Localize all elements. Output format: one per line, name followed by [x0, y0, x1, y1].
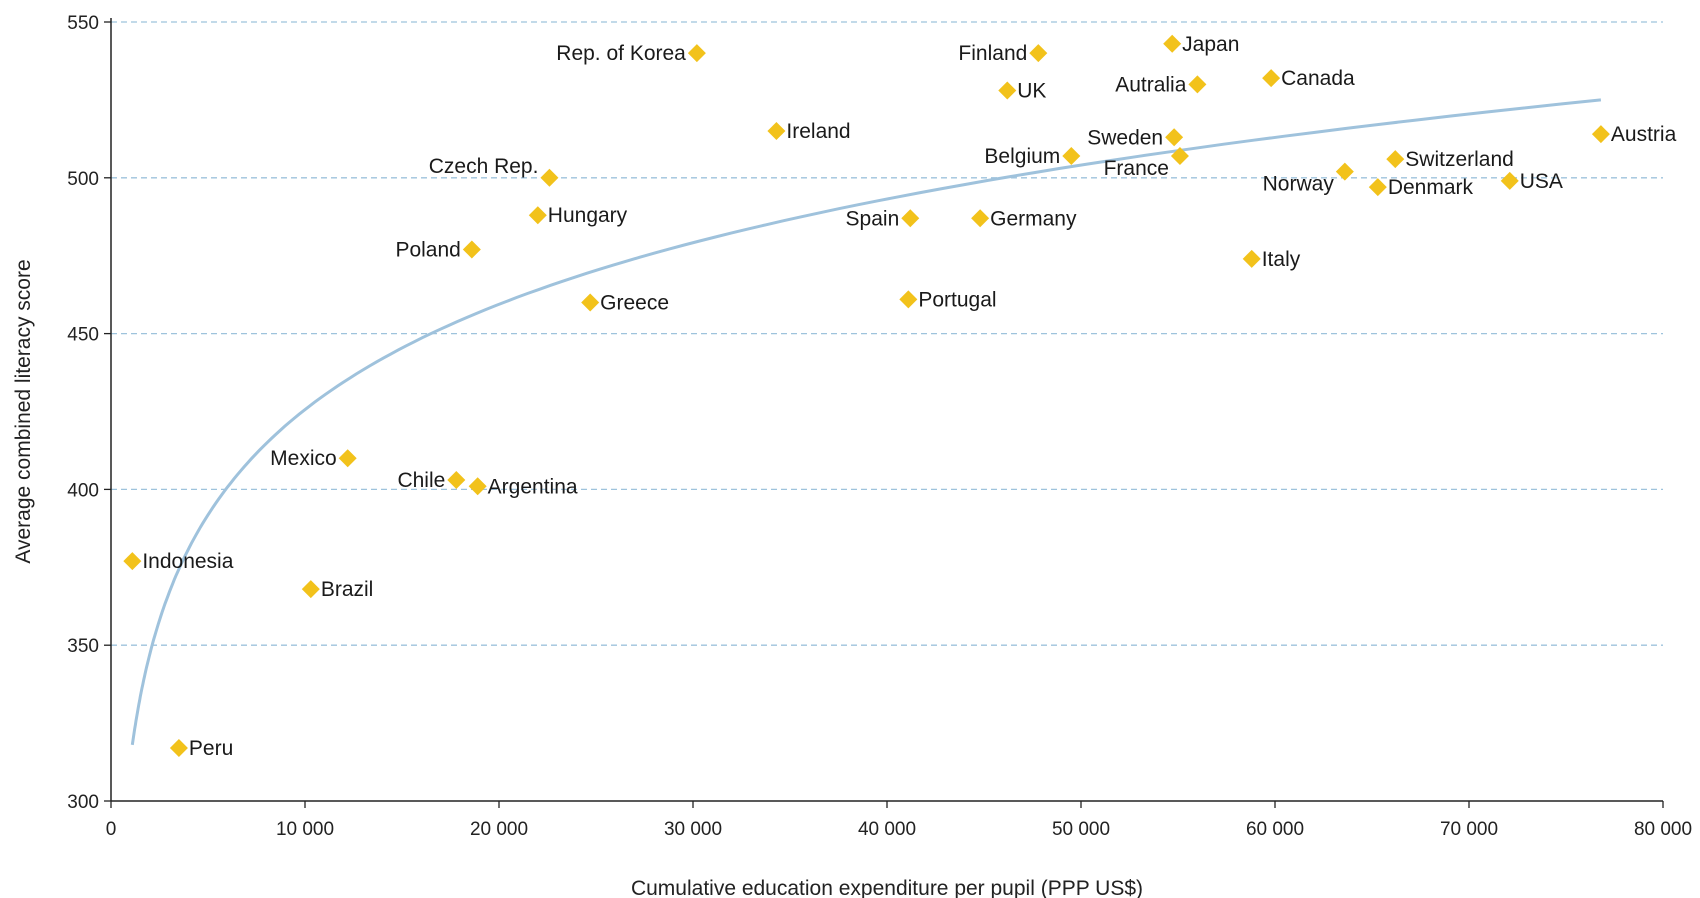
point-label: France [1104, 157, 1169, 180]
point-label: UK [1017, 80, 1046, 103]
data-point [1262, 69, 1281, 88]
y-tick-label: 450 [67, 325, 99, 346]
x-tick-label: 10 000 [276, 819, 334, 840]
point-label: Mexico [270, 447, 337, 470]
point-label: Poland [395, 238, 460, 261]
y-tick-label: 550 [67, 13, 99, 34]
data-point [971, 209, 990, 228]
point-label: Hungary [548, 204, 628, 227]
point-label: Rep. of Korea [556, 42, 686, 65]
data-point [1335, 162, 1354, 181]
data-point [1386, 150, 1405, 169]
point-label: Indonesia [142, 550, 233, 573]
data-point [540, 168, 559, 187]
point-label: Ireland [786, 120, 850, 143]
x-tick-label: 80 000 [1634, 819, 1692, 840]
trend-curve [130, 98, 1602, 746]
y-tick-label: 400 [67, 480, 99, 501]
data-point [1029, 44, 1048, 63]
point-label: Italy [1262, 248, 1301, 271]
x-tick-label: 40 000 [858, 819, 916, 840]
point-label: Denmark [1388, 176, 1474, 199]
x-tick-label: 30 000 [664, 819, 722, 840]
data-point [169, 739, 188, 758]
point-label: Portugal [918, 288, 996, 311]
gridlines [111, 21, 1663, 646]
data-point [528, 206, 547, 225]
x-tick-label: 70 000 [1440, 819, 1498, 840]
point-label: Peru [189, 737, 233, 760]
point-label: Greece [600, 291, 669, 314]
point-label: Austria [1611, 123, 1677, 146]
data-point [462, 240, 481, 259]
data-point [1165, 128, 1184, 147]
point-label: Norway [1263, 173, 1335, 196]
x-axis-title: Cumulative education expenditure per pup… [631, 877, 1143, 898]
y-tick-label: 500 [67, 169, 99, 190]
point-label: Chile [397, 469, 445, 492]
data-point [998, 81, 1017, 100]
data-point [1188, 75, 1207, 94]
x-tick-label: 0 [106, 819, 117, 840]
point-label: Czech Rep. [429, 155, 539, 178]
point-label: Brazil [321, 578, 374, 601]
data-point [1242, 249, 1261, 268]
point-label: Germany [990, 207, 1077, 230]
data-point [1163, 34, 1182, 53]
point-label: Autralia [1115, 73, 1187, 96]
data-point [581, 293, 600, 312]
x-tick-label: 20 000 [470, 819, 528, 840]
point-label: USA [1520, 170, 1563, 193]
data-point [123, 552, 142, 571]
point-label: Finland [958, 42, 1027, 65]
x-tick-label: 60 000 [1246, 819, 1304, 840]
x-tick-label: 50 000 [1052, 819, 1110, 840]
point-label: Belgium [984, 145, 1060, 168]
data-point [1062, 146, 1081, 165]
point-label: Japan [1182, 33, 1239, 56]
point-label: Sweden [1087, 126, 1163, 149]
data-points: Rep. of Korea Finland Japan UK Autralia Canad… [123, 33, 1677, 760]
data-point [899, 290, 918, 309]
data-point [468, 477, 487, 496]
trend-line [130, 98, 1602, 746]
axes: 300 350 400 450 500 550 0 10 000 20 000 30 000 40 … [67, 13, 1692, 840]
y-tick-label: 300 [67, 792, 99, 813]
data-point [338, 449, 357, 468]
point-label: Argentina [488, 475, 578, 498]
data-point [447, 471, 466, 490]
data-point [1591, 125, 1610, 144]
point-label: Switzerland [1405, 148, 1514, 171]
data-point [301, 580, 320, 599]
data-point [1170, 146, 1189, 165]
data-point [687, 44, 706, 63]
data-point [1500, 171, 1519, 190]
data-point [767, 122, 786, 141]
point-label: Spain [846, 207, 900, 230]
y-tick-label: 350 [67, 636, 99, 657]
data-point [1368, 178, 1387, 197]
point-label: Canada [1281, 67, 1355, 90]
y-axis-title: Average combined literacy score [12, 259, 35, 563]
data-point [901, 209, 920, 228]
